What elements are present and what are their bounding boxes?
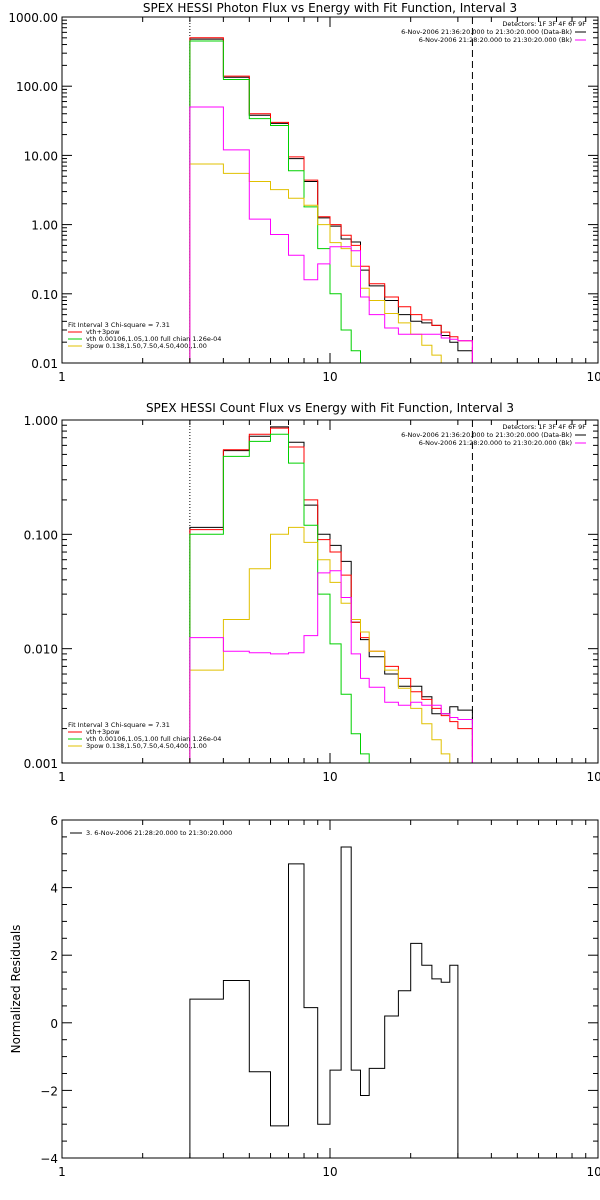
x-tick-label: 10 <box>322 1165 337 1179</box>
photon-flux-panel: SPEX HESSI Photon Flux vs Energy with Fi… <box>8 1 600 384</box>
y-tick-label: 0 <box>50 1017 58 1031</box>
y-tick-label: 1.00 <box>31 219 58 233</box>
y-tick-label: 1.000 <box>24 414 58 428</box>
x-tick-label: 100 <box>587 770 600 784</box>
y-tick-label: 100.00 <box>16 80 58 94</box>
series-line-1 <box>189 38 473 363</box>
count-flux-panel: SPEX HESSI Count Flux vs Energy with Fit… <box>24 401 600 784</box>
x-tick-label: 100 <box>587 1165 600 1179</box>
series-line-5 <box>189 106 473 363</box>
x-tick-label: 1 <box>58 770 66 784</box>
series-line-1 <box>189 426 473 763</box>
legend-entry-1: vth+3pow <box>86 328 120 336</box>
legend-entry-2: vth 0.00106,1.05,1.00 full chian 1.26e-0… <box>86 735 221 743</box>
legend-background-label: 6-Nov-2006 21:28:20.000 to 21:30:20.000 … <box>419 36 572 44</box>
legend-residual-label: 3. 6-Nov-2006 21:28:20.000 to 21:30:20.0… <box>86 829 232 837</box>
legend-detectors: Detectors: 1F 3F 4F 6F 9F <box>502 423 586 431</box>
legend-background-label: 6-Nov-2006 21:28:20.000 to 21:30:20.000 … <box>419 439 572 447</box>
legend-entry-1: vth+3pow <box>86 728 120 736</box>
plot-frame <box>61 16 599 364</box>
series-line-4 <box>189 163 451 363</box>
y-tick-label: −2 <box>40 1084 58 1098</box>
legend-data-label: 6-Nov-2006 21:36:20.000 to 21:30:20.000 … <box>401 28 572 36</box>
legend-entry-3: 3pow 0.138,1.50,7.50,4.50,400.,1.00 <box>86 742 207 750</box>
chart-title: SPEX HESSI Photon Flux vs Energy with Fi… <box>143 1 517 15</box>
legend-entry-2: vth 0.00106,1.05,1.00 full chian 1.26e-0… <box>86 335 221 343</box>
y-tick-label: 0.10 <box>31 288 58 302</box>
x-tick-label: 100 <box>587 370 600 384</box>
y-tick-label: 4 <box>50 882 58 896</box>
series-line-3 <box>189 433 370 763</box>
legend-detectors: Detectors: 1F 3F 4F 6F 9F <box>502 20 586 28</box>
x-tick-label: 10 <box>322 770 337 784</box>
y-tick-label: 0.100 <box>24 528 58 542</box>
y-tick-label: 2 <box>50 949 58 963</box>
y-tick-label: 0.010 <box>24 643 58 657</box>
series-line-2 <box>189 37 473 363</box>
legend-entry-3: 3pow 0.138,1.50,7.50,4.50,400.,1.00 <box>86 342 207 350</box>
y-axis-label: Normalized Residuals <box>9 925 23 1054</box>
y-tick-label: 0.01 <box>31 357 58 371</box>
series-group <box>189 37 473 363</box>
series-group <box>189 846 459 1158</box>
plot-frame <box>61 419 599 764</box>
legend-fit-interval: Fit Interval 3 Chi-square = 7.31 <box>68 321 170 329</box>
y-tick-label: −4 <box>40 1152 58 1166</box>
series-group <box>189 426 473 763</box>
legend-data-label: 6-Nov-2006 21:36:20.000 to 21:30:20.000 … <box>401 431 572 439</box>
series-line-4 <box>189 526 473 763</box>
y-tick-label: 6 <box>50 814 58 828</box>
y-tick-label: 0.001 <box>24 757 58 771</box>
series-line-5 <box>189 570 473 763</box>
series-line-3 <box>189 40 370 363</box>
x-tick-label: 1 <box>58 370 66 384</box>
chart-title: SPEX HESSI Count Flux vs Energy with Fit… <box>146 401 514 415</box>
series-line-2 <box>189 427 473 763</box>
y-tick-label: 10.00 <box>24 149 58 163</box>
y-tick-label: 1000.00 <box>8 11 58 25</box>
x-tick-label: 1 <box>58 1165 66 1179</box>
legend-fit-interval: Fit Interval 3 Chi-square = 7.31 <box>68 721 170 729</box>
residuals-panel: 1 10 100 6 4 2 0 −2 −4 Normalized Residuals 3. 6-N… <box>9 814 600 1179</box>
x-tick-label: 10 <box>322 370 337 384</box>
series-line-1 <box>189 846 459 1158</box>
